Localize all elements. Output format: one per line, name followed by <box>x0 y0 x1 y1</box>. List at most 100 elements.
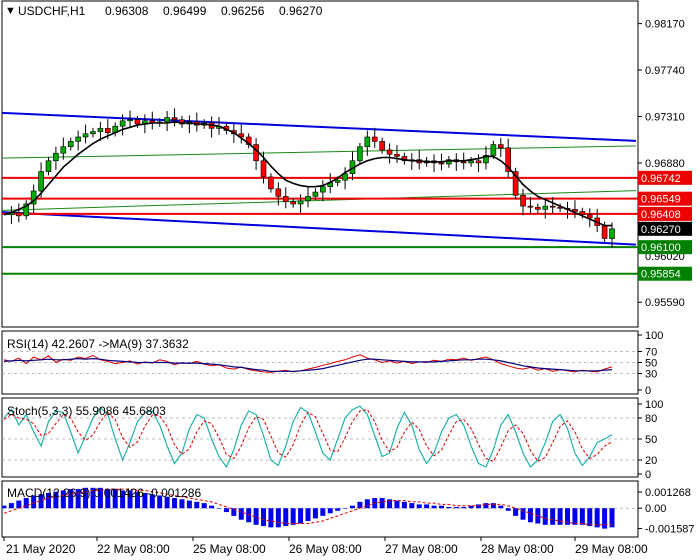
macd-bar <box>387 499 393 509</box>
rsi-tick-label: 50 <box>645 358 657 370</box>
rsi-panel[interactable]: RSI(14) 42.2607 ->MA(9) 37.3632 100 70503… <box>1 330 663 397</box>
macd-bar <box>179 499 185 509</box>
bear-candle <box>527 205 534 208</box>
rsi-title: RSI(14) 42.2607 ->MA(9) 37.3632 <box>7 337 189 351</box>
macd-bar <box>194 501 200 509</box>
macd-bar <box>409 503 415 509</box>
macd-bar <box>579 508 585 525</box>
bear-candle <box>134 119 141 125</box>
macd-bar <box>60 490 66 509</box>
level-tag-0.96742 <box>638 170 692 185</box>
time-tick-label: 27 May 08:00 <box>385 542 458 556</box>
macd-bar <box>542 508 548 525</box>
bear-candle <box>505 147 511 172</box>
current-price-text: 0.96270 <box>641 224 681 236</box>
macd-bar <box>379 498 385 509</box>
level-tag-text: 0.96100 <box>641 242 681 254</box>
macd-bar <box>327 508 333 514</box>
macd-bar <box>216 508 222 509</box>
bull-candle <box>364 136 371 148</box>
bear-candle <box>386 149 393 155</box>
bear-candle <box>16 212 22 217</box>
price-panel-frame <box>1 0 639 328</box>
bear-candle <box>105 128 111 133</box>
bear-candle <box>438 162 445 165</box>
macd-bar <box>105 489 111 509</box>
stoch-panel[interactable]: Stoch(5,3,3) 55.9086 45.6803 100 80 50 20 0 <box>1 397 663 481</box>
price-tick-label: 0.95590 <box>645 297 685 309</box>
bull-candle <box>297 200 304 205</box>
bull-candle <box>75 136 81 142</box>
macd-bar <box>594 508 600 528</box>
price-axis: 0.981700.977400.973100.968800.955900.960… <box>638 19 692 309</box>
macd-panel[interactable]: MACD(12,26,9) 0.001426 -0.001286 0.00126… <box>1 480 695 538</box>
macd-bar <box>565 508 571 525</box>
high-value: 0.96499 <box>163 4 207 18</box>
macd-bar <box>53 491 59 509</box>
rsi-line <box>3 354 613 373</box>
macd-bar <box>438 505 444 509</box>
macd-bar <box>253 508 259 525</box>
macd-bar <box>112 489 118 509</box>
macd-bar <box>157 495 163 509</box>
upper-channel-line <box>1 111 637 142</box>
bear-candle <box>275 188 282 197</box>
macd-bar <box>290 508 296 525</box>
stoch-title: Stoch(5,3,3) 55.9086 45.6803 <box>7 404 166 418</box>
bear-candle <box>394 153 400 157</box>
macd-bar <box>16 500 22 509</box>
macd-bar <box>468 505 474 509</box>
symbol-label: USDCHF,H1 <box>18 4 86 18</box>
bull-candle <box>82 133 89 138</box>
macd-bar <box>275 508 281 528</box>
bull-candle <box>342 173 348 181</box>
level-tag-text: 0.96549 <box>641 194 681 206</box>
stoch-panel-frame <box>1 397 639 478</box>
bull-candle <box>164 117 170 123</box>
dropdown-arrow-icon[interactable]: ▼ <box>5 5 16 17</box>
price-tick-label: 0.96880 <box>645 158 685 170</box>
macd-bar <box>164 496 170 509</box>
macd-bar <box>453 506 459 509</box>
current-price-tag <box>638 221 692 236</box>
macd-bar <box>231 508 237 516</box>
bull-candle <box>334 179 341 183</box>
macd-bar <box>394 500 400 509</box>
macd-bar <box>223 508 229 513</box>
macd-bar <box>550 508 556 525</box>
price-panel[interactable]: ▼ USDCHF,H1 0.96308 0.96499 0.96256 0.96… <box>1 0 692 328</box>
bear-candle <box>460 161 467 164</box>
macd-bar <box>149 494 155 509</box>
macd-bar <box>602 508 608 529</box>
time-axis: 21 May 2020 22 May 08:00 25 May 08:00 26 Ma… <box>3 537 648 556</box>
bear-candle <box>260 160 267 178</box>
macd-bar <box>349 505 355 509</box>
bear-candle <box>535 206 541 210</box>
bear-candle <box>475 160 482 164</box>
stoch-signal-line <box>3 409 613 463</box>
bull-candle <box>305 196 311 202</box>
macd-bar <box>364 499 370 509</box>
macd-bar <box>483 503 489 509</box>
time-tick-label: 29 May 08:00 <box>575 542 648 556</box>
macd-bar <box>261 508 267 527</box>
macd-bar <box>490 503 496 509</box>
macd-bar <box>498 505 504 509</box>
macd-plot <box>1 487 638 529</box>
bear-candle <box>282 196 289 203</box>
time-tick-label: 22 May 08:00 <box>97 542 170 556</box>
time-tick-label: 28 May 08:00 <box>481 542 554 556</box>
bull-candle <box>320 186 326 193</box>
macd-bar <box>97 487 103 509</box>
stoch-tick-label: 0 <box>645 469 651 481</box>
macd-bar <box>238 508 244 520</box>
bear-candle <box>268 176 274 190</box>
bear-candle <box>512 171 519 196</box>
macd-bar <box>312 508 318 519</box>
inner-channel-lower-line <box>1 190 637 211</box>
macd-bar <box>557 508 563 525</box>
bull-candle <box>490 144 497 156</box>
bull-candle <box>542 205 549 210</box>
bear-candle <box>371 136 378 142</box>
macd-title: MACD(12,26,9) 0.001426 -0.001286 <box>7 486 201 500</box>
